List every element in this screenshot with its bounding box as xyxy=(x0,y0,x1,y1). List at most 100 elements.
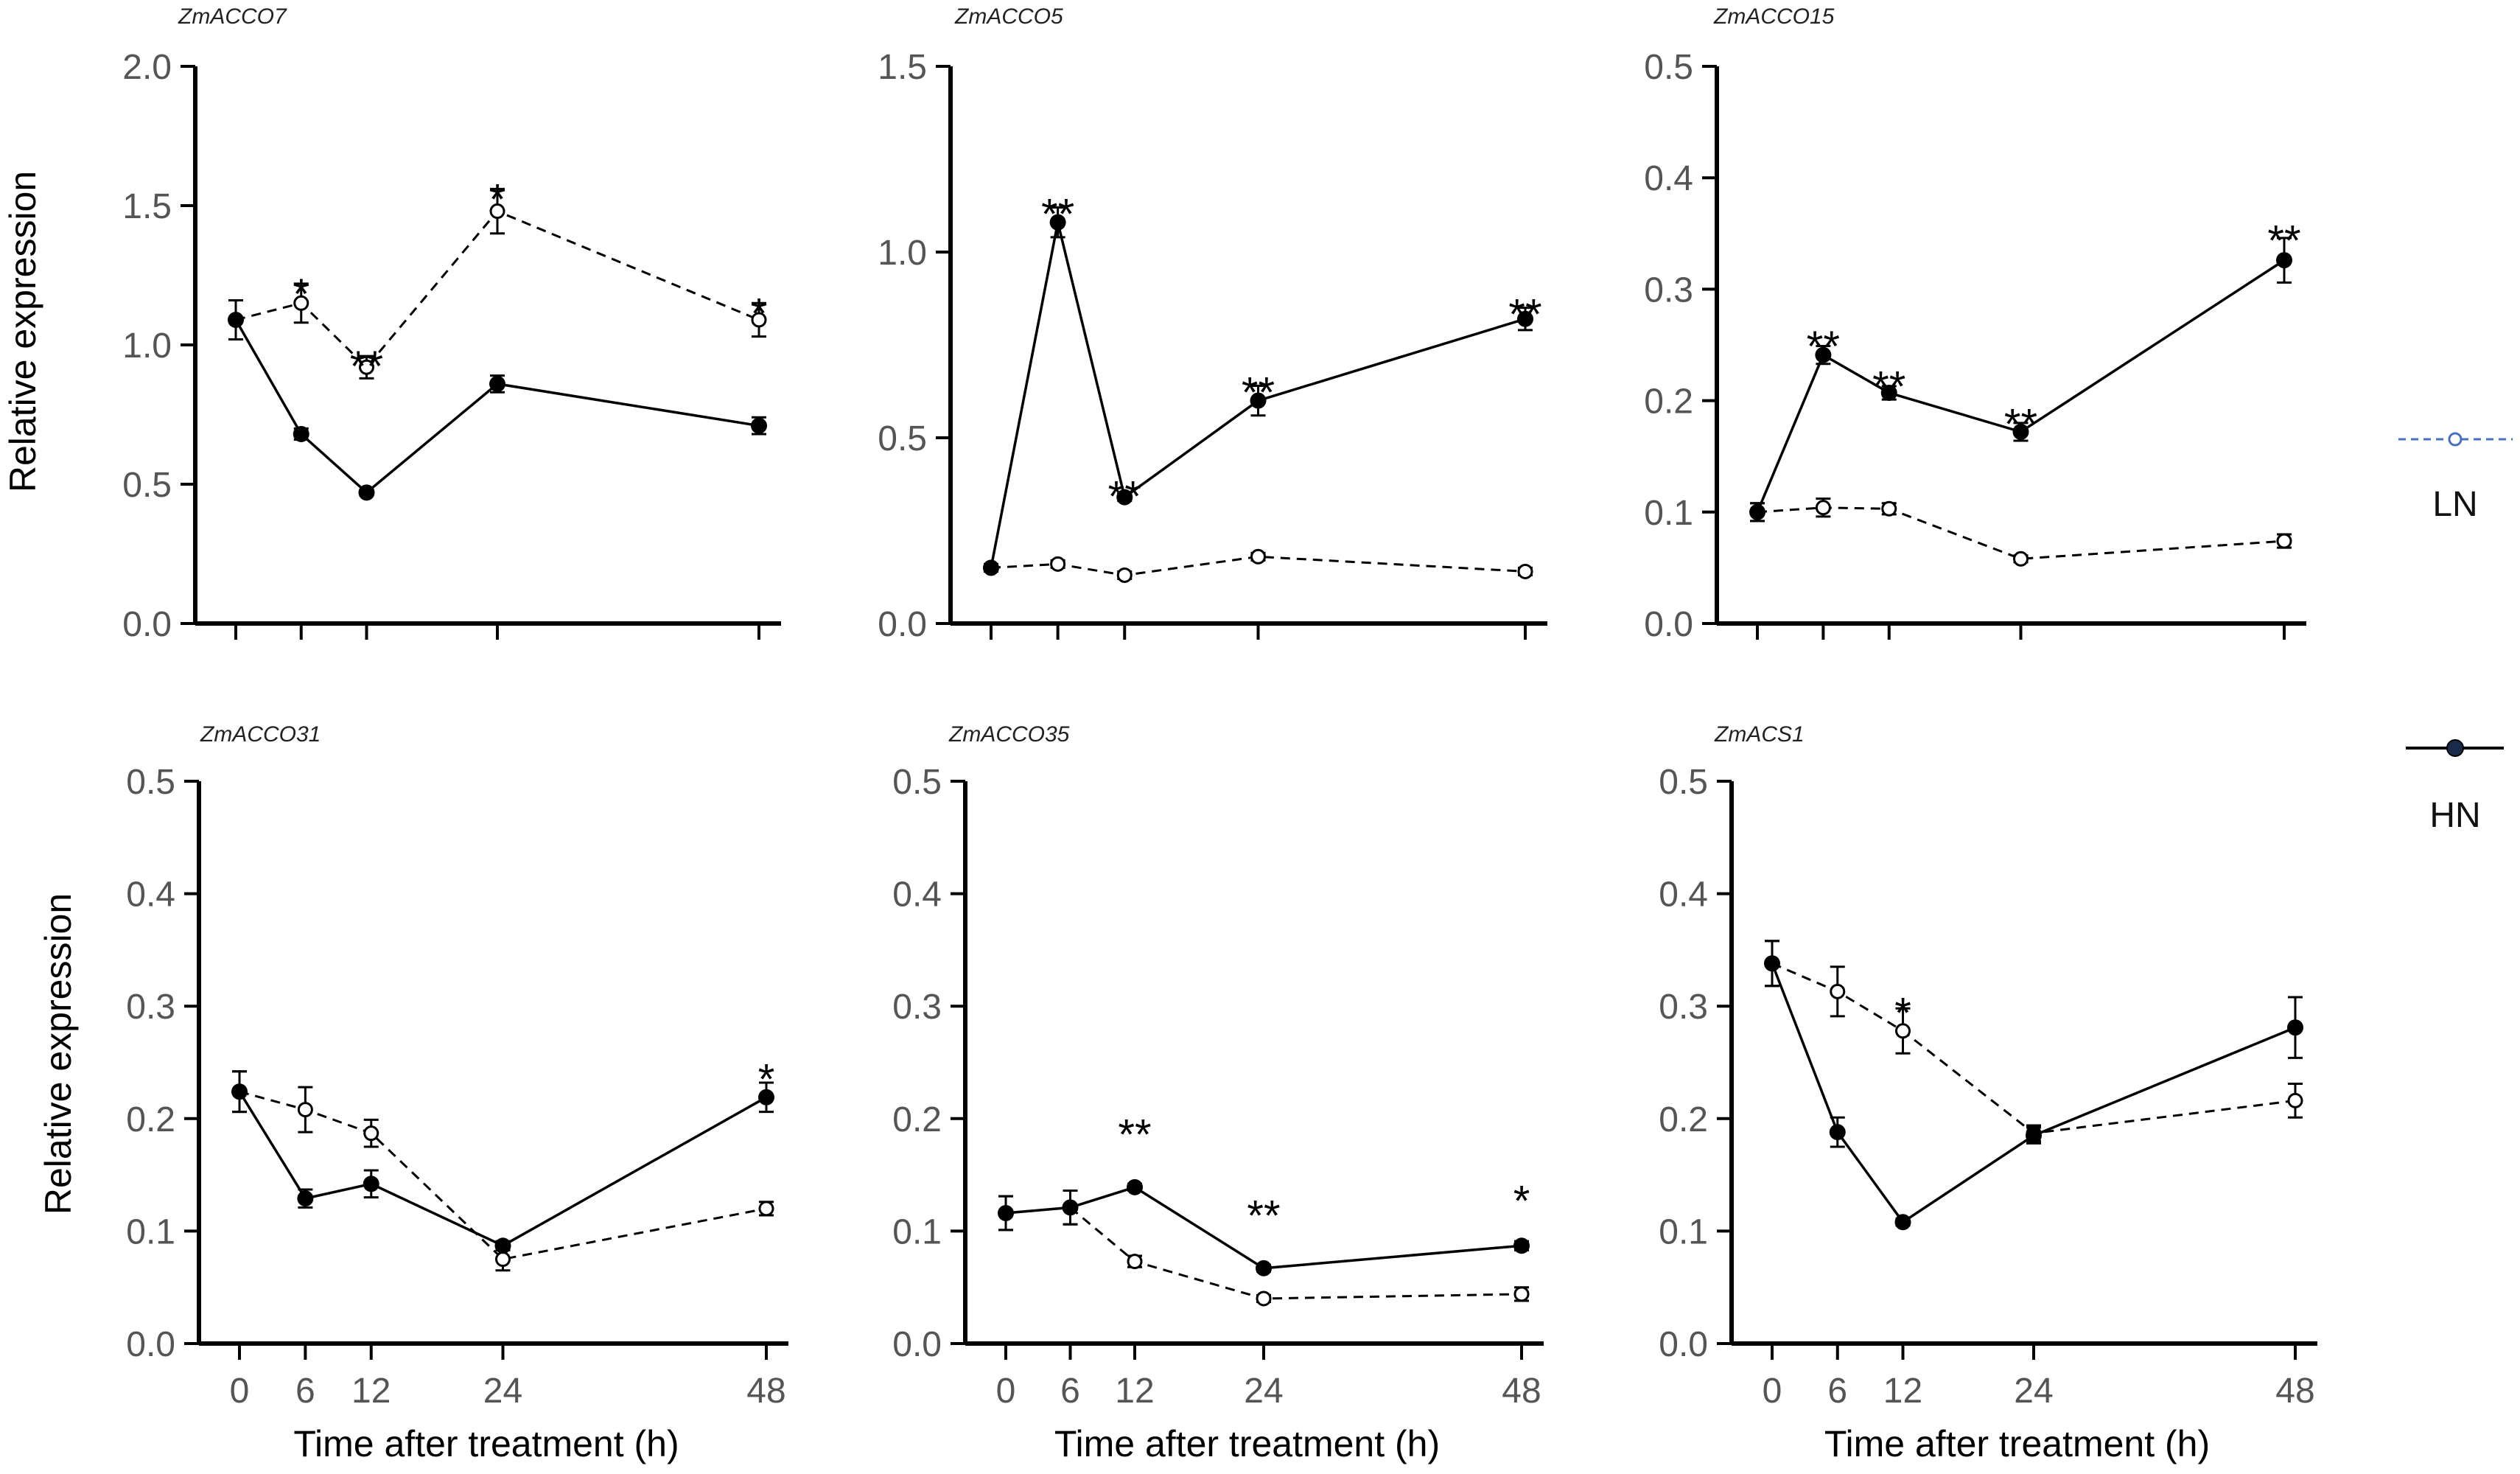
series-LN xyxy=(1764,940,2303,1142)
data-point-HN xyxy=(297,1190,314,1207)
data-point-LN xyxy=(2287,1092,2303,1108)
data-point-LN xyxy=(1513,1286,1530,1302)
y-tick-label: 0.2 xyxy=(1644,383,1693,422)
x-axis-label: Time after treatment (h) xyxy=(1824,1423,2210,1464)
data-point-HN xyxy=(998,1204,1014,1221)
y-tick-label: 0.2 xyxy=(126,1100,175,1139)
panel-ZmACS1: ZmACS1 0.0 0.1 0.2 0.3 0.4 0.5 0 6 12 24 48 Time aft… xyxy=(1659,722,2317,1464)
data-point-HN xyxy=(983,559,999,576)
data-point-HN xyxy=(489,375,505,392)
data-point-LN xyxy=(1815,500,1831,516)
series-HN xyxy=(998,1178,1530,1276)
series-line-HN xyxy=(234,319,760,495)
panel-ZmACCO31: ZmACCO31 0.0 0.1 0.2 0.3 0.4 0.5 0 6 12 24 48 Time a… xyxy=(38,722,788,1464)
data-point-HN xyxy=(228,311,244,328)
series-line-LN xyxy=(239,1090,767,1261)
y-tick-label: 1.5 xyxy=(878,48,927,87)
y-tick-label: 0.0 xyxy=(1644,605,1693,644)
x-tick-label: 12 xyxy=(1115,1372,1154,1411)
data-point-HN xyxy=(1049,214,1066,231)
y-tick-label: 0.5 xyxy=(878,419,927,458)
significance-marker: ** xyxy=(2267,217,2300,265)
data-point-HN xyxy=(1517,310,1533,327)
chart-title: ZmACCO35 xyxy=(948,722,1070,747)
data-point-HN xyxy=(1764,955,1780,972)
x-tick-label: 48 xyxy=(2275,1372,2314,1411)
series-HN xyxy=(1749,237,2292,523)
y-tick-label: 0.0 xyxy=(122,605,172,644)
data-point-HN xyxy=(2276,252,2292,269)
panel-ZmACCO7: ZmACCO7 0.0 0.5 1.0 1.5 2.0 Relative expressio… xyxy=(2,4,781,644)
data-point-LN xyxy=(293,295,309,311)
y-tick-label: 1.0 xyxy=(878,234,927,273)
data-point-LN xyxy=(1895,1023,1911,1039)
x-tick-label: 12 xyxy=(1883,1372,1922,1411)
data-point-HN xyxy=(1062,1199,1079,1216)
data-point-LN xyxy=(359,359,374,375)
data-point-HN xyxy=(2026,1127,2042,1144)
data-point-LN xyxy=(1830,983,1846,999)
data-point-HN xyxy=(1513,1237,1530,1254)
y-tick-label: 0.4 xyxy=(1659,876,1708,915)
y-tick-label: 0.1 xyxy=(1659,1212,1708,1251)
y-tick-label: 0.0 xyxy=(892,1325,942,1364)
y-tick-label: 0.5 xyxy=(126,763,175,802)
data-point-HN xyxy=(758,1089,774,1106)
y-tick-label: 1.5 xyxy=(122,187,172,226)
x-tick-label: 0 xyxy=(1763,1372,1782,1411)
data-point-LN xyxy=(1250,548,1266,565)
legend-hn-label: HN xyxy=(2429,796,2480,835)
x-tick-label: 48 xyxy=(746,1372,785,1411)
x-tick-label: 6 xyxy=(1827,1372,1847,1411)
chart-title: ZmACCO5 xyxy=(954,4,1063,29)
data-point-LN xyxy=(297,1102,313,1118)
series-LN xyxy=(1749,497,2292,567)
series-line-HN xyxy=(1771,963,2296,1224)
y-tick-label: 0.2 xyxy=(892,1100,942,1139)
significance-marker: ** xyxy=(1041,190,1074,238)
y-tick-label: 0.3 xyxy=(126,988,175,1027)
significance-marker: * xyxy=(489,175,506,223)
data-point-HN xyxy=(2012,423,2029,440)
series-LN xyxy=(983,548,1533,583)
y-tick-label: 0.0 xyxy=(1659,1325,1708,1364)
data-point-LN xyxy=(751,312,767,328)
data-point-HN xyxy=(293,425,309,442)
x-axis-label: Time after treatment (h) xyxy=(1054,1423,1440,1464)
data-point-LN xyxy=(1116,567,1133,583)
significance-marker: ** xyxy=(2004,401,2037,449)
data-point-HN xyxy=(1880,385,1897,402)
significance-marker: ** xyxy=(1108,473,1141,521)
series-HN xyxy=(1764,940,2303,1231)
data-point-HN xyxy=(231,1083,248,1100)
x-tick-label: 0 xyxy=(996,1372,1016,1411)
x-axis-label: Time after treatment (h) xyxy=(293,1423,679,1464)
legend-hn-marker xyxy=(2446,739,2464,757)
data-point-HN xyxy=(1894,1214,1911,1231)
significance-marker: * xyxy=(1894,990,1911,1038)
x-tick-label: 48 xyxy=(1502,1372,1541,1411)
series-line-HN xyxy=(1756,259,2285,513)
data-point-HN xyxy=(358,484,375,501)
x-tick-label: 6 xyxy=(1060,1372,1080,1411)
data-point-LN xyxy=(1517,563,1533,579)
legend: LN HN xyxy=(2398,432,2513,835)
panel-ZmACCO15: ZmACCO15 0.0 0.1 0.2 0.3 0.4 0.5 ** ** ** ** xyxy=(1644,4,2306,644)
chart-title: ZmACCO7 xyxy=(178,4,287,29)
legend-ln-marker xyxy=(2448,432,2463,447)
y-axis-label: Relative expression xyxy=(2,171,43,492)
y-tick-label: 0.3 xyxy=(1644,270,1693,310)
significance-marker: ** xyxy=(1242,368,1275,416)
significance-marker: * xyxy=(293,270,309,318)
data-point-HN xyxy=(751,417,767,434)
data-point-HN xyxy=(1256,1260,1272,1276)
data-point-HN xyxy=(1749,503,1765,520)
series-line-LN xyxy=(235,209,760,369)
y-tick-label: 0.0 xyxy=(878,605,927,644)
y-tick-label: 0.5 xyxy=(1659,763,1708,802)
data-point-LN xyxy=(363,1125,379,1142)
data-point-HN xyxy=(2287,1019,2303,1036)
y-tick-label: 0.5 xyxy=(1644,48,1693,87)
y-tick-label: 0.3 xyxy=(1659,988,1708,1027)
